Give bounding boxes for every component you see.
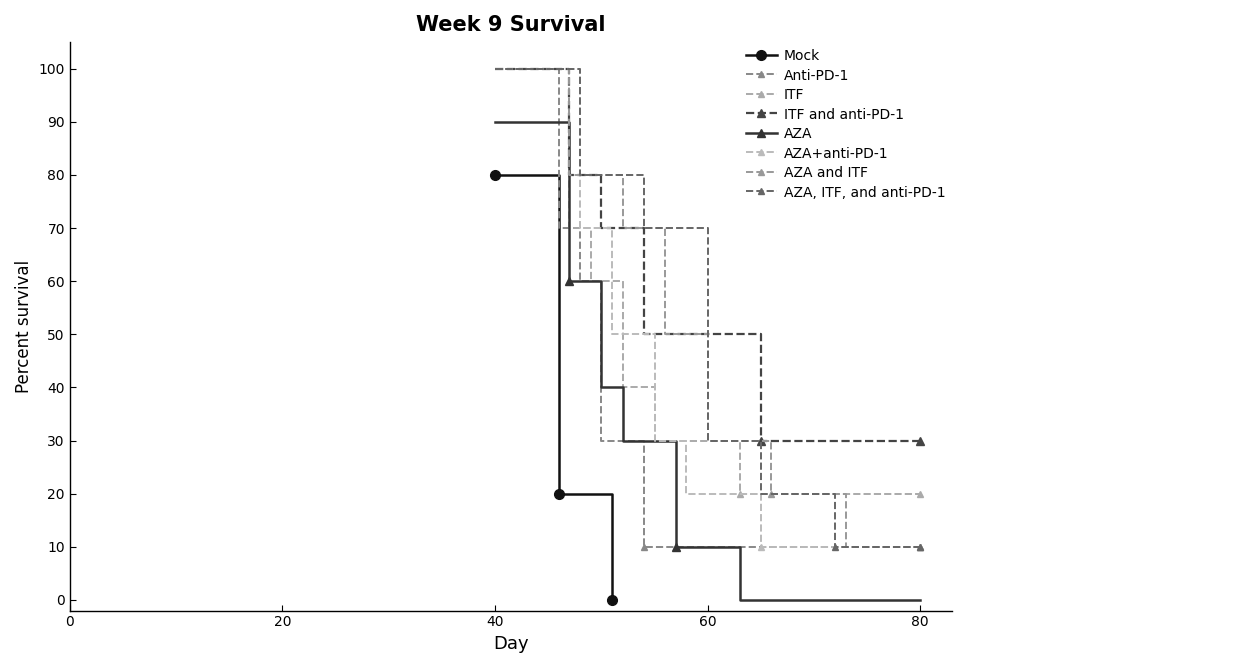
Title: Week 9 Survival: Week 9 Survival	[417, 15, 606, 35]
Y-axis label: Percent survival: Percent survival	[15, 260, 33, 393]
X-axis label: Day: Day	[494, 635, 528, 653]
Legend: Mock, Anti-PD-1, ITF, ITF and anti-PD-1, AZA, AZA+anti-PD-1, AZA and ITF, AZA, I: Mock, Anti-PD-1, ITF, ITF and anti-PD-1,…	[746, 49, 945, 200]
